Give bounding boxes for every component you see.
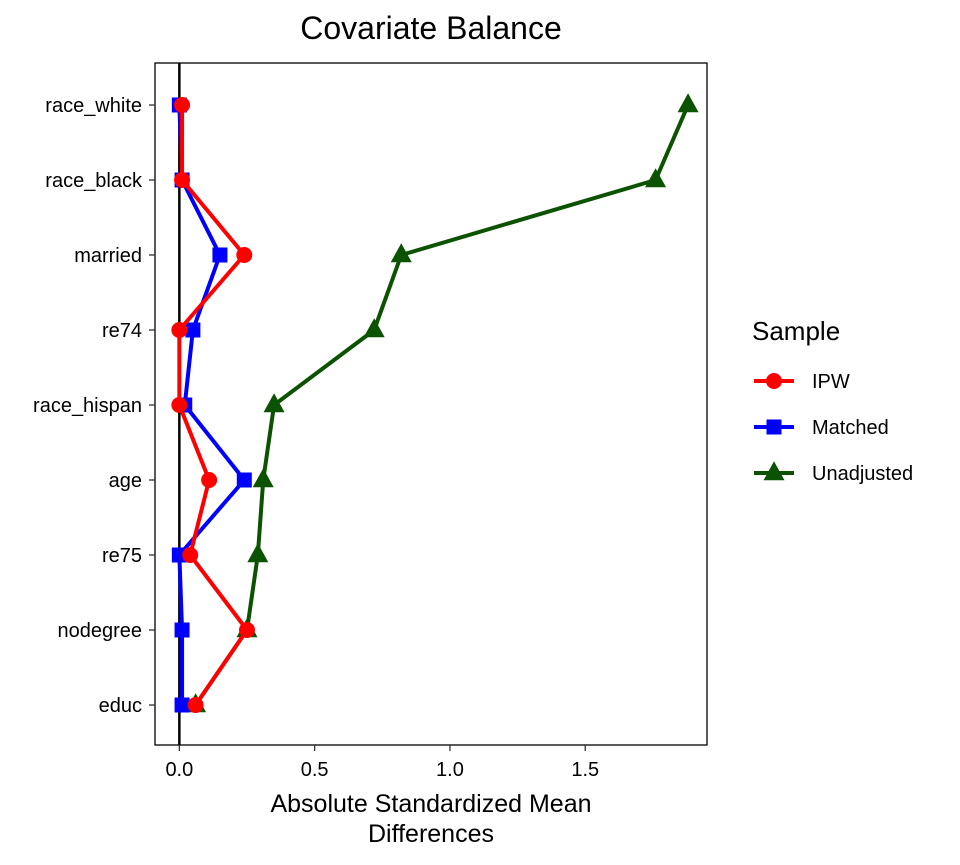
y-tick-label-race-hispan: race_hispan: [33, 395, 142, 417]
point-matched-nodegree: [174, 622, 190, 638]
x-tick-label-0-5: 0.5: [301, 759, 329, 781]
legend-item-matched: Matched: [754, 417, 889, 439]
legend-title: Sample: [752, 316, 840, 346]
point-ipw-age: [201, 472, 218, 488]
point-unadjusted-race-hispan: [263, 393, 285, 413]
point-unadjusted-re74: [363, 318, 385, 338]
x-axis: 0.0 0.5 1.0 1.5: [165, 745, 599, 781]
point-unadjusted-married: [390, 243, 412, 263]
series-layer: [171, 93, 699, 713]
legend-marker-matched: [766, 419, 782, 435]
y-tick-label-race-white: race_white: [45, 95, 142, 117]
point-ipw-educ: [187, 697, 204, 713]
x-axis-title-line-2: Differences: [368, 820, 494, 848]
legend: Sample IPW Matched Unadjusted: [752, 316, 913, 485]
point-ipw-race-black: [174, 172, 191, 188]
x-axis-title: Absolute Standardized Mean Differences: [270, 790, 591, 848]
point-ipw-race-white: [174, 97, 191, 113]
point-ipw-re74: [171, 322, 188, 338]
y-tick-label-race-black: race_black: [45, 170, 143, 192]
point-ipw-married: [236, 247, 253, 263]
point-ipw-race-hispan: [171, 397, 188, 413]
legend-marker-unadjusted: [763, 461, 785, 481]
x-tick-label-0-0: 0.0: [165, 759, 193, 781]
legend-marker-ipw: [766, 373, 782, 389]
point-matched-re75: [171, 547, 187, 563]
legend-label-unadjusted: Unadjusted: [812, 463, 913, 485]
point-ipw-nodegree: [239, 622, 255, 638]
point-matched-educ: [174, 697, 190, 713]
point-unadjusted-re75: [247, 543, 269, 563]
series-unadjusted: [185, 93, 699, 713]
point-unadjusted-age: [252, 468, 274, 488]
point-unadjusted-race-white: [677, 93, 699, 113]
y-tick-label-age: age: [109, 470, 142, 492]
x-tick-label-1-5: 1.5: [571, 759, 599, 781]
x-tick-label-1-0: 1.0: [436, 759, 464, 781]
point-matched-re74: [185, 322, 201, 338]
point-matched-age: [236, 472, 252, 488]
point-ipw-re75: [182, 547, 199, 563]
y-tick-label-re74: re74: [102, 320, 142, 342]
legend-label-ipw: IPW: [812, 371, 850, 393]
y-tick-label-educ: educ: [99, 695, 142, 717]
legend-item-unadjusted: Unadjusted: [754, 461, 913, 485]
legend-item-ipw: IPW: [754, 371, 850, 393]
x-axis-title-line-1: Absolute Standardized Mean: [270, 790, 591, 818]
legend-label-matched: Matched: [812, 417, 889, 439]
plot-panel: [154, 62, 708, 746]
point-unadjusted-race-black: [645, 168, 667, 188]
y-tick-label-married: married: [74, 245, 142, 267]
series-ipw: [171, 97, 255, 713]
y-tick-label-nodegree: nodegree: [57, 620, 142, 642]
y-tick-label-re75: re75: [102, 545, 142, 567]
point-matched-married: [212, 247, 228, 263]
chart-title: Covariate Balance: [300, 10, 561, 46]
